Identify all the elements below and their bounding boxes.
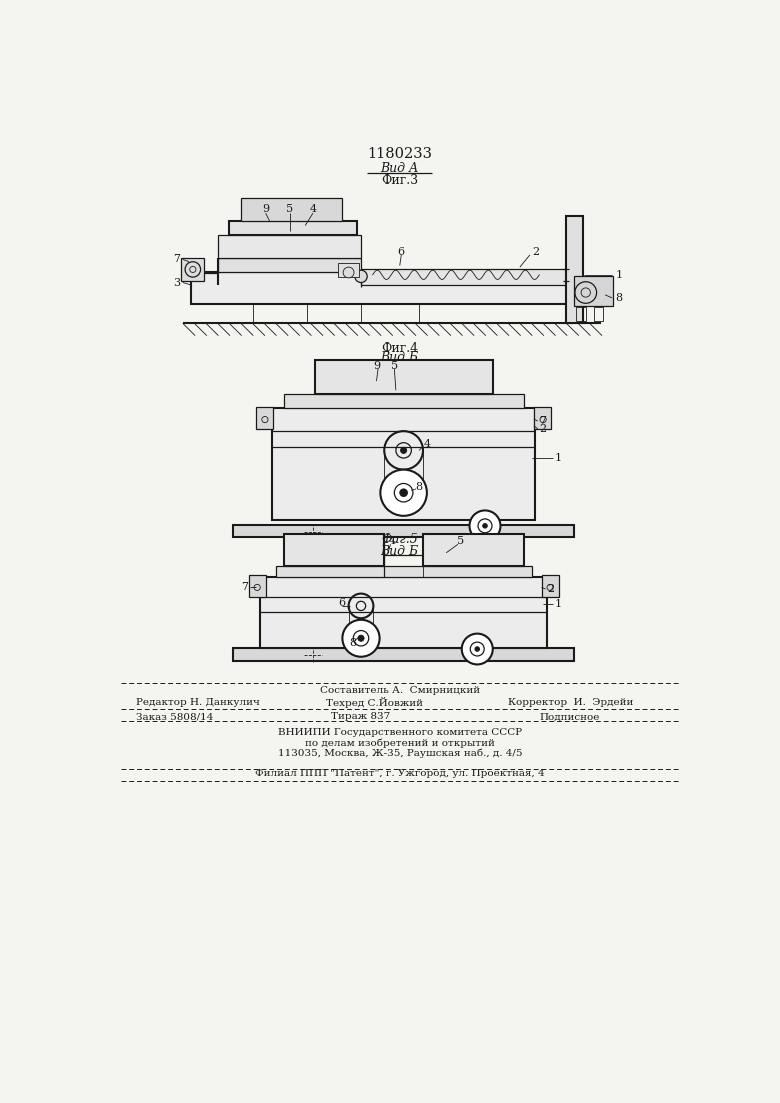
Text: 7: 7	[173, 255, 180, 265]
Circle shape	[343, 267, 354, 278]
Circle shape	[342, 620, 380, 656]
Text: Подписное: Подписное	[539, 713, 600, 721]
Text: Редактор Н. Данкулич: Редактор Н. Данкулич	[136, 698, 260, 707]
Text: Тираж 837: Тираж 837	[332, 713, 391, 721]
Text: Фиг.4: Фиг.4	[381, 342, 418, 355]
Bar	[261, 577, 547, 649]
Bar	[249, 575, 266, 597]
Bar	[338, 264, 360, 277]
Text: 9: 9	[262, 204, 269, 214]
Text: 1180233: 1180233	[367, 147, 432, 161]
Text: 7: 7	[242, 582, 249, 592]
Text: 8: 8	[349, 638, 356, 647]
Circle shape	[400, 448, 406, 453]
Text: 7: 7	[539, 416, 546, 426]
Bar	[233, 525, 574, 537]
Bar	[283, 394, 523, 408]
Bar	[190, 271, 570, 304]
Text: ВНИИПИ Государственного комитета СССР: ВНИИПИ Государственного комитета СССР	[278, 728, 522, 737]
Bar	[541, 575, 558, 597]
Text: 2: 2	[547, 583, 554, 595]
Text: Вид А: Вид А	[381, 162, 419, 175]
Bar	[361, 269, 566, 285]
Circle shape	[355, 270, 367, 282]
Bar	[257, 407, 274, 429]
Bar	[229, 221, 357, 235]
Bar	[594, 307, 603, 321]
Bar	[272, 408, 535, 520]
Bar	[218, 235, 361, 258]
Text: 2: 2	[539, 424, 546, 433]
Circle shape	[483, 524, 488, 528]
Text: 5: 5	[286, 204, 293, 214]
Circle shape	[475, 646, 480, 652]
Text: 6: 6	[338, 598, 346, 608]
Text: Вид Б: Вид Б	[381, 545, 419, 558]
Text: 5: 5	[456, 536, 464, 546]
Bar	[181, 258, 204, 281]
Text: 4: 4	[424, 439, 431, 449]
Text: 8: 8	[615, 293, 622, 303]
Text: Корректор  И.  Эрдейи: Корректор И. Эрдейи	[509, 698, 633, 707]
Text: по делам изобретений и открытий: по делам изобретений и открытий	[305, 738, 495, 748]
Circle shape	[358, 635, 364, 641]
Text: 2: 2	[532, 247, 539, 257]
Text: 1: 1	[555, 453, 562, 463]
Text: 113035, Москва, Ж-35, Раушская наб., д. 4/5: 113035, Москва, Ж-35, Раушская наб., д. …	[278, 749, 522, 759]
Text: 4: 4	[310, 204, 317, 214]
Bar	[576, 307, 586, 321]
Bar	[241, 197, 342, 221]
Text: 1: 1	[615, 270, 622, 280]
Text: 1: 1	[555, 599, 562, 609]
Text: Фиг.5: Фиг.5	[381, 533, 418, 546]
Bar	[218, 258, 361, 271]
Bar	[276, 566, 531, 577]
Text: 4: 4	[388, 536, 395, 546]
Bar	[233, 649, 574, 661]
Bar	[574, 277, 613, 306]
Text: 5: 5	[391, 361, 398, 371]
Text: Составитель А.  Смирницкий: Составитель А. Смирницкий	[320, 686, 480, 695]
Circle shape	[399, 489, 407, 496]
Bar	[566, 215, 583, 323]
Text: 3: 3	[173, 278, 180, 288]
Bar	[283, 534, 385, 566]
Bar	[314, 360, 493, 394]
Text: Техред С.Йовжий: Техред С.Йовжий	[326, 697, 423, 708]
Circle shape	[470, 511, 501, 542]
Text: Вид Б: Вид Б	[381, 352, 419, 364]
Text: 6: 6	[398, 247, 405, 257]
Bar	[423, 534, 523, 566]
Circle shape	[462, 633, 493, 664]
Text: 8: 8	[416, 482, 423, 492]
Text: Фиг.3: Фиг.3	[381, 173, 418, 186]
Text: Филиал ППП "Патент", г. Ужгород, ул. Проектная, 4: Филиал ППП "Патент", г. Ужгород, ул. Про…	[255, 769, 544, 779]
Text: Заказ 5808/14: Заказ 5808/14	[136, 713, 214, 721]
Text: 9: 9	[373, 361, 380, 371]
Circle shape	[381, 470, 427, 516]
Bar	[534, 407, 551, 429]
